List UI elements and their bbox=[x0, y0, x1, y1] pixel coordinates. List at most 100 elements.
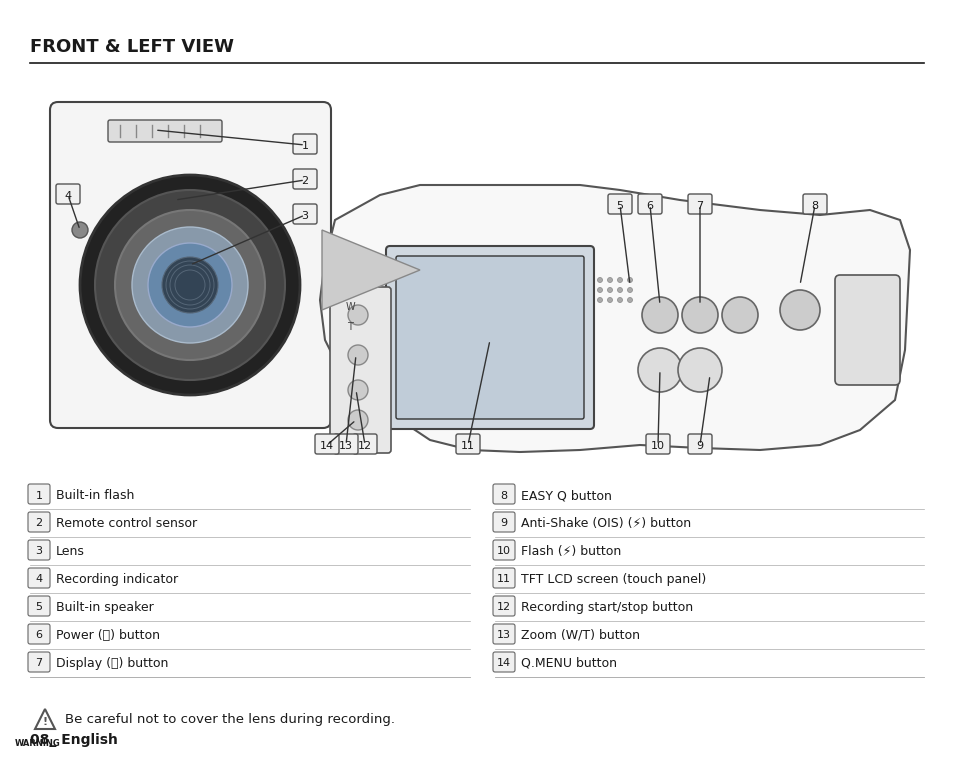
Text: 13: 13 bbox=[497, 630, 511, 640]
Text: Remote control sensor: Remote control sensor bbox=[56, 517, 197, 530]
Text: 2: 2 bbox=[301, 175, 308, 185]
Circle shape bbox=[71, 222, 88, 238]
FancyBboxPatch shape bbox=[687, 434, 711, 454]
FancyBboxPatch shape bbox=[314, 434, 338, 454]
FancyBboxPatch shape bbox=[28, 484, 50, 504]
FancyBboxPatch shape bbox=[334, 434, 357, 454]
FancyBboxPatch shape bbox=[28, 540, 50, 560]
Circle shape bbox=[721, 297, 758, 333]
Circle shape bbox=[617, 287, 622, 293]
FancyBboxPatch shape bbox=[50, 102, 331, 428]
Text: !: ! bbox=[42, 717, 48, 727]
FancyBboxPatch shape bbox=[330, 287, 391, 453]
Text: TFT LCD screen (touch panel): TFT LCD screen (touch panel) bbox=[520, 573, 705, 586]
Text: W: W bbox=[345, 302, 355, 312]
Text: Built-in speaker: Built-in speaker bbox=[56, 601, 153, 614]
FancyBboxPatch shape bbox=[28, 512, 50, 532]
Circle shape bbox=[597, 277, 602, 283]
FancyBboxPatch shape bbox=[395, 256, 583, 419]
Circle shape bbox=[95, 190, 285, 380]
FancyBboxPatch shape bbox=[493, 568, 515, 588]
Text: 13: 13 bbox=[338, 440, 353, 450]
Circle shape bbox=[80, 175, 299, 395]
Circle shape bbox=[617, 297, 622, 303]
FancyBboxPatch shape bbox=[645, 434, 669, 454]
Text: Power (⏻) button: Power (⏻) button bbox=[56, 629, 160, 642]
Text: 7: 7 bbox=[696, 201, 702, 211]
Circle shape bbox=[132, 227, 248, 343]
Text: 08_ English: 08_ English bbox=[30, 733, 118, 747]
FancyBboxPatch shape bbox=[493, 624, 515, 644]
Circle shape bbox=[348, 380, 368, 400]
Text: Q.MENU button: Q.MENU button bbox=[520, 657, 617, 670]
Text: Be careful not to cover the lens during recording.: Be careful not to cover the lens during … bbox=[65, 713, 395, 726]
Circle shape bbox=[678, 348, 721, 392]
Text: 10: 10 bbox=[497, 546, 511, 557]
Text: Recording start/stop button: Recording start/stop button bbox=[520, 601, 693, 614]
Text: 5: 5 bbox=[616, 201, 623, 211]
Text: 11: 11 bbox=[497, 574, 511, 584]
Circle shape bbox=[348, 345, 368, 365]
Text: FRONT & LEFT VIEW: FRONT & LEFT VIEW bbox=[30, 38, 233, 56]
Circle shape bbox=[627, 297, 632, 303]
FancyBboxPatch shape bbox=[28, 568, 50, 588]
FancyBboxPatch shape bbox=[28, 596, 50, 616]
Polygon shape bbox=[319, 185, 909, 452]
FancyBboxPatch shape bbox=[56, 184, 80, 204]
Circle shape bbox=[780, 290, 820, 330]
Text: 4: 4 bbox=[35, 574, 43, 584]
Text: 4: 4 bbox=[65, 191, 71, 201]
Circle shape bbox=[348, 305, 368, 325]
Circle shape bbox=[627, 277, 632, 283]
Text: T: T bbox=[347, 322, 353, 332]
Text: 6: 6 bbox=[646, 201, 653, 211]
FancyBboxPatch shape bbox=[456, 434, 479, 454]
Circle shape bbox=[597, 287, 602, 293]
Circle shape bbox=[148, 243, 232, 327]
Polygon shape bbox=[322, 230, 419, 310]
Text: 6: 6 bbox=[35, 630, 43, 640]
FancyBboxPatch shape bbox=[28, 652, 50, 672]
FancyBboxPatch shape bbox=[353, 434, 376, 454]
FancyBboxPatch shape bbox=[687, 194, 711, 214]
Circle shape bbox=[617, 277, 622, 283]
Circle shape bbox=[638, 348, 681, 392]
Text: Flash (⚡) button: Flash (⚡) button bbox=[520, 545, 620, 558]
Circle shape bbox=[641, 297, 678, 333]
Circle shape bbox=[162, 257, 218, 313]
Text: 9: 9 bbox=[500, 519, 507, 529]
Text: 9: 9 bbox=[696, 440, 702, 450]
Text: 11: 11 bbox=[460, 440, 475, 450]
Text: 3: 3 bbox=[35, 546, 43, 557]
Text: 12: 12 bbox=[497, 603, 511, 613]
Text: 1: 1 bbox=[35, 490, 43, 500]
Text: Display (⧈) button: Display (⧈) button bbox=[56, 657, 168, 670]
Circle shape bbox=[597, 297, 602, 303]
FancyBboxPatch shape bbox=[638, 194, 661, 214]
FancyBboxPatch shape bbox=[493, 512, 515, 532]
Text: Anti-Shake (OIS) (⚡) button: Anti-Shake (OIS) (⚡) button bbox=[520, 517, 690, 530]
Text: Lens: Lens bbox=[56, 545, 85, 558]
Text: 2: 2 bbox=[35, 519, 43, 529]
Text: 5: 5 bbox=[35, 603, 43, 613]
Text: 7: 7 bbox=[35, 659, 43, 669]
FancyBboxPatch shape bbox=[802, 194, 826, 214]
FancyBboxPatch shape bbox=[834, 275, 899, 385]
Text: 14: 14 bbox=[497, 659, 511, 669]
Text: Zoom (W/T) button: Zoom (W/T) button bbox=[520, 629, 639, 642]
FancyBboxPatch shape bbox=[493, 484, 515, 504]
Circle shape bbox=[115, 210, 265, 360]
FancyBboxPatch shape bbox=[293, 134, 316, 154]
Circle shape bbox=[607, 277, 612, 283]
Circle shape bbox=[348, 410, 368, 430]
FancyBboxPatch shape bbox=[108, 120, 222, 142]
Circle shape bbox=[607, 297, 612, 303]
FancyBboxPatch shape bbox=[28, 624, 50, 644]
Text: 10: 10 bbox=[650, 440, 664, 450]
Text: WARNING: WARNING bbox=[15, 739, 61, 748]
Circle shape bbox=[681, 297, 718, 333]
FancyBboxPatch shape bbox=[607, 194, 631, 214]
Text: 8: 8 bbox=[500, 490, 507, 500]
Circle shape bbox=[627, 287, 632, 293]
FancyBboxPatch shape bbox=[293, 169, 316, 189]
